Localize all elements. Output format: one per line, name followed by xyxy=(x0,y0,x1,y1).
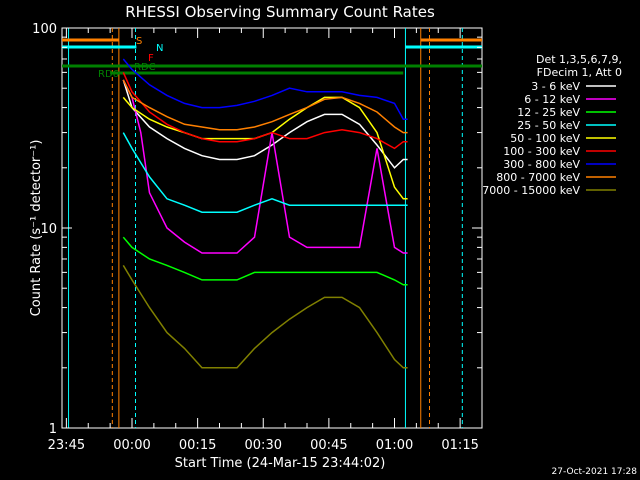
y-tick-label: 100 xyxy=(32,22,57,37)
series-line xyxy=(122,79,408,169)
legend-entry-label: 25 - 50 keV xyxy=(517,119,580,132)
y-tick-label: 10 xyxy=(40,222,57,237)
series-line xyxy=(122,96,408,200)
x-tick-label: 01:15 xyxy=(441,438,478,453)
chart-title: RHESSI Observing Summary Count Rates xyxy=(125,3,435,21)
legend-entry-label: 800 - 7000 keV xyxy=(496,171,580,184)
segment-label: F xyxy=(148,53,154,64)
y-axis-label: Count Rate (s⁻¹ detector⁻¹) xyxy=(29,140,44,317)
series-lines xyxy=(122,58,408,369)
segment-label: S xyxy=(136,36,142,47)
series-line xyxy=(122,132,408,213)
series-line xyxy=(122,79,408,134)
y-tick-label: 1 xyxy=(49,422,57,437)
x-tick-label: 01:00 xyxy=(376,438,413,453)
x-tick-label: 00:15 xyxy=(179,438,216,453)
legend-entry-label: 300 - 800 keV xyxy=(503,158,580,171)
x-tick-label: 00:30 xyxy=(245,438,282,453)
legend-entry-label: 100 - 300 keV xyxy=(503,145,580,158)
legend-entry-label: 7000 - 15000 keV xyxy=(482,184,580,197)
segment-label: RD6 xyxy=(98,69,119,80)
segment-label: RDC xyxy=(134,62,156,73)
x-tick-label: 00:45 xyxy=(310,438,347,453)
legend-header: Det 1,3,5,6,7,9, xyxy=(536,53,622,66)
legend: Det 1,3,5,6,7,9,FDecim 1, Att 03 - 6 keV… xyxy=(482,53,622,197)
legend-header: FDecim 1, Att 0 xyxy=(537,66,622,79)
segment-label: N xyxy=(156,43,163,54)
plot-frame xyxy=(61,27,483,429)
series-line xyxy=(122,79,408,254)
legend-entry-label: 6 - 12 keV xyxy=(524,93,580,106)
series-line xyxy=(122,236,408,286)
series-line xyxy=(122,72,408,150)
series-line xyxy=(122,265,408,369)
legend-entry-label: 50 - 100 keV xyxy=(510,132,580,145)
x-axis-label: Start Time (24-Mar-15 23:44:02) xyxy=(175,456,386,471)
footer-date: 27-Oct-2021 17:28 xyxy=(552,467,638,477)
y-axis-ticks: 1 10 100 xyxy=(32,22,482,437)
segment-guide-lines xyxy=(68,28,463,428)
legend-entry-label: 3 - 6 keV xyxy=(531,80,580,93)
legend-entry-label: 12 - 25 keV xyxy=(517,106,580,119)
x-axis-ticks: 23:45 00:00 00:15 00:30 00:45 01:00 01:15 xyxy=(48,28,483,453)
series-line xyxy=(122,58,408,120)
x-tick-label: 00:00 xyxy=(113,438,150,453)
x-tick-label: 23:45 xyxy=(48,438,85,453)
